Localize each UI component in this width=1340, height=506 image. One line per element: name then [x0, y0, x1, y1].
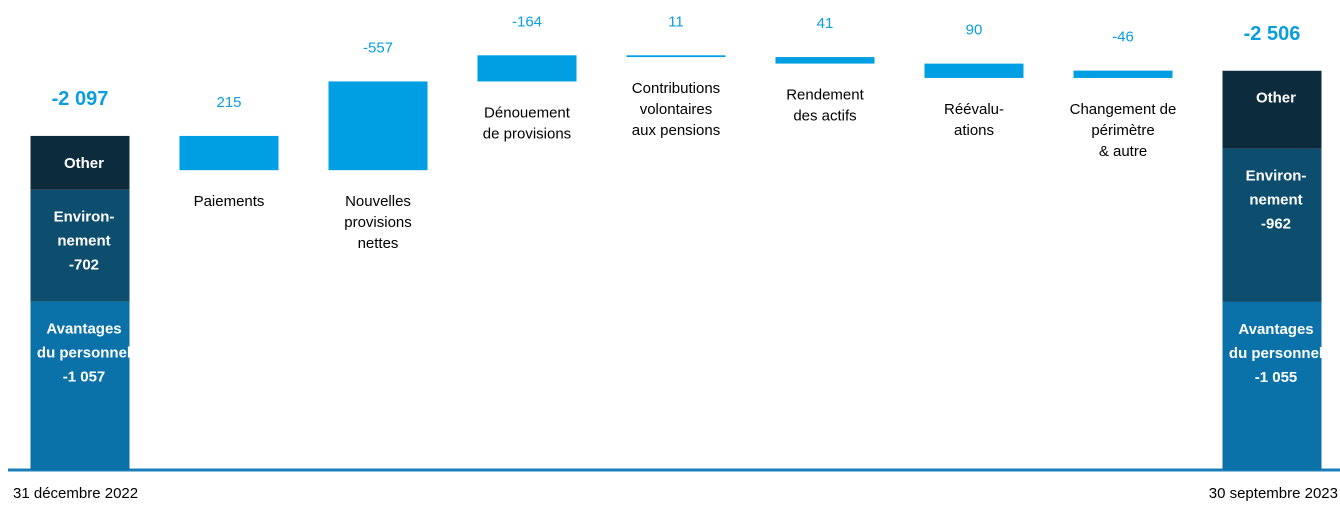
value-label: 215 [216, 94, 241, 111]
category-label: & autre [1099, 143, 1147, 160]
segment-label: nement [1249, 192, 1302, 209]
segment [1222, 70, 1322, 149]
bar [179, 135, 279, 171]
segment [30, 301, 130, 470]
category-label: volontaires [640, 101, 713, 118]
category-label: Paiements [194, 193, 265, 210]
segment [30, 189, 130, 302]
segment-label: Avantages [1238, 321, 1313, 338]
segment [30, 135, 130, 190]
bar [924, 63, 1024, 78]
category-label: Contributions [632, 80, 720, 97]
bar [477, 55, 577, 82]
category-label: ations [954, 122, 994, 139]
bar [775, 57, 875, 64]
segment-label: Environ- [1246, 168, 1307, 185]
segment-label: -702 [69, 257, 99, 274]
segment-label: Other [1256, 90, 1296, 107]
segment-label: nement [57, 233, 110, 250]
total-label: -2 097 [52, 88, 109, 110]
value-label: -46 [1112, 29, 1134, 46]
bar [328, 81, 428, 171]
bar [626, 55, 726, 58]
value-label: -557 [363, 39, 393, 56]
segment-label: -1 057 [63, 369, 106, 386]
category-label: Rendement [786, 87, 864, 104]
category-label: aux pensions [632, 122, 720, 139]
date-label: 31 décembre 2022 [13, 485, 138, 502]
total-label: -2 506 [1244, 23, 1301, 45]
category-label: nettes [358, 235, 399, 252]
segment [1222, 301, 1322, 470]
value-label: 11 [668, 13, 684, 30]
value-label: 90 [966, 22, 983, 39]
category-label: périmètre [1091, 122, 1154, 139]
segment-label: Avantages [46, 321, 121, 338]
category-label: de provisions [483, 125, 571, 142]
category-label: Dénouement [484, 104, 571, 121]
bar [1073, 70, 1173, 78]
category-label: Nouvelles [345, 193, 411, 210]
category-label: des actifs [793, 108, 856, 125]
category-label: provisions [344, 214, 412, 231]
segment [1222, 148, 1322, 302]
segment-label: Environ- [54, 209, 115, 226]
category-label: Changement de [1070, 101, 1177, 118]
segment-label: du personnel [1229, 345, 1323, 362]
category-label: Réévalu- [944, 101, 1004, 118]
date-label: 30 septembre 2023 [1209, 485, 1338, 502]
value-label: -164 [512, 13, 542, 30]
segment-label: du personnel [37, 345, 131, 362]
segment-label: -1 055 [1255, 369, 1298, 386]
segment-label: Other [64, 155, 104, 172]
segment-label: -962 [1261, 216, 1291, 233]
value-label: 41 [817, 15, 834, 32]
